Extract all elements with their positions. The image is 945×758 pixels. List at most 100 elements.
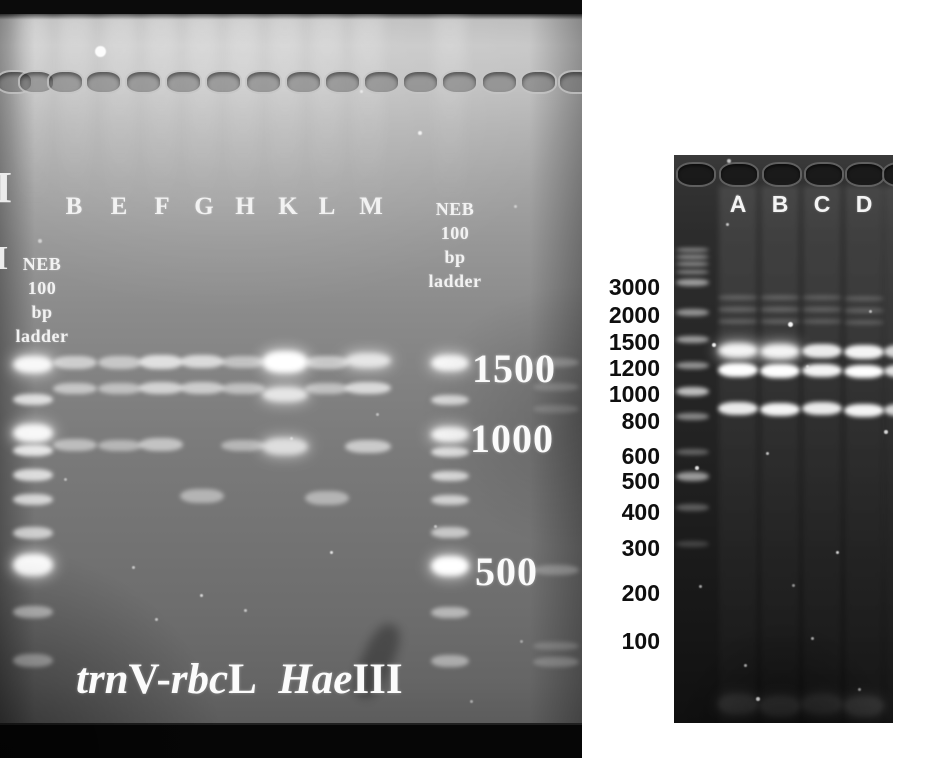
lane-label-D: D [855,191,873,217]
dust-speckle [200,594,203,597]
dna-band [844,308,884,313]
size-scale-label-2000: 2000 [608,302,660,328]
dna-band [533,565,579,575]
dna-band [431,471,469,481]
cropped-edge-glyph: I [0,240,9,277]
lane-label-G: G [194,193,214,220]
lane-streak [312,15,342,210]
dna-band [13,654,53,667]
lane-streak [105,15,135,210]
lane-streak [435,15,465,210]
dna-band [675,279,709,286]
dna-band [221,440,265,451]
gel-well [164,70,202,94]
dna-band [675,449,709,455]
dna-band [180,355,224,368]
dna-band [13,606,53,618]
dust-speckle [726,223,729,226]
caption-segment: rbc [170,656,229,703]
left-gel-layers [0,15,582,703]
dna-band [13,554,53,576]
lane-label-F: F [154,193,170,220]
dust-speckle [756,697,760,701]
lane-label-K: K [278,193,298,220]
caption-segment [257,656,279,703]
dna-band [139,355,183,369]
dna-band [13,527,53,539]
gel-well [284,70,322,94]
lane-streak [719,186,757,723]
gel-well [401,70,439,94]
gel-well [440,70,478,94]
dust-speckle [727,159,731,163]
size-scale-label-1500: 1500 [608,329,660,355]
dna-band [431,355,469,371]
neb-ladder-line: ladder [428,271,482,291]
lane-streak [228,15,258,210]
dust-speckle [520,640,523,643]
dust-speckle [434,525,437,528]
dna-band [13,424,53,442]
dna-band [802,319,842,324]
dust-speckle [290,437,293,440]
lane-label-L: L [318,193,336,220]
dust-speckle [95,46,106,57]
lane-label-C: C [813,191,831,217]
dna-band [675,336,709,343]
size-scale-label-3000: 3000 [608,274,660,300]
dust-speckle [811,637,814,640]
lane-streak [187,15,217,210]
gel-well [323,70,361,94]
caption-segment: trn [76,656,129,703]
dna-band [718,363,758,377]
gel-well [676,162,716,187]
dust-speckle [230,690,233,693]
dna-band [533,657,579,667]
dna-band [760,344,800,359]
dna-band [431,527,469,538]
lane-streak [803,186,841,723]
dust-speckle [736,195,739,198]
lane-label-B: B [771,191,789,217]
dna-band [675,255,709,259]
dna-band [221,383,265,394]
dna-band [533,383,579,391]
dna-band [431,495,469,505]
size-scale-label-800: 800 [621,408,660,434]
size-scale-label-500: 500 [621,468,660,494]
dust-speckle [418,131,422,135]
dust-speckle [766,452,769,455]
size-scale-label-1000: 1000 [608,381,660,407]
dna-band [760,696,800,716]
neb-ladder-line: NEB [22,254,62,274]
dna-band [262,351,308,373]
gel-well [762,162,802,187]
gel-well [719,162,759,187]
gel-well [244,70,282,94]
caption-segment: III [352,656,403,703]
size-scale-label-300: 300 [621,535,660,561]
dust-speckle [132,566,135,569]
dna-band [262,387,308,402]
dust-speckle [695,466,699,470]
dust-speckle [869,310,872,313]
right-gel-size-scale: 3000 2000 1500 1200 1000 800 600 500 400 300 200 10… [582,0,660,758]
dust-speckle [360,90,363,93]
gel-well [124,70,162,94]
dna-band [802,344,842,358]
gel-well [519,70,557,94]
lane-label-A: A [729,191,747,217]
dna-band [718,295,758,300]
gel-well [362,70,400,94]
dna-band [53,383,97,394]
caption-segment: L [228,656,257,703]
dna-band [533,358,579,367]
lane-label-E: E [110,193,128,220]
dna-band [844,345,884,359]
dust-speckle [858,688,861,691]
dna-band [180,489,224,503]
dna-band [13,494,53,505]
dna-band [431,607,469,618]
